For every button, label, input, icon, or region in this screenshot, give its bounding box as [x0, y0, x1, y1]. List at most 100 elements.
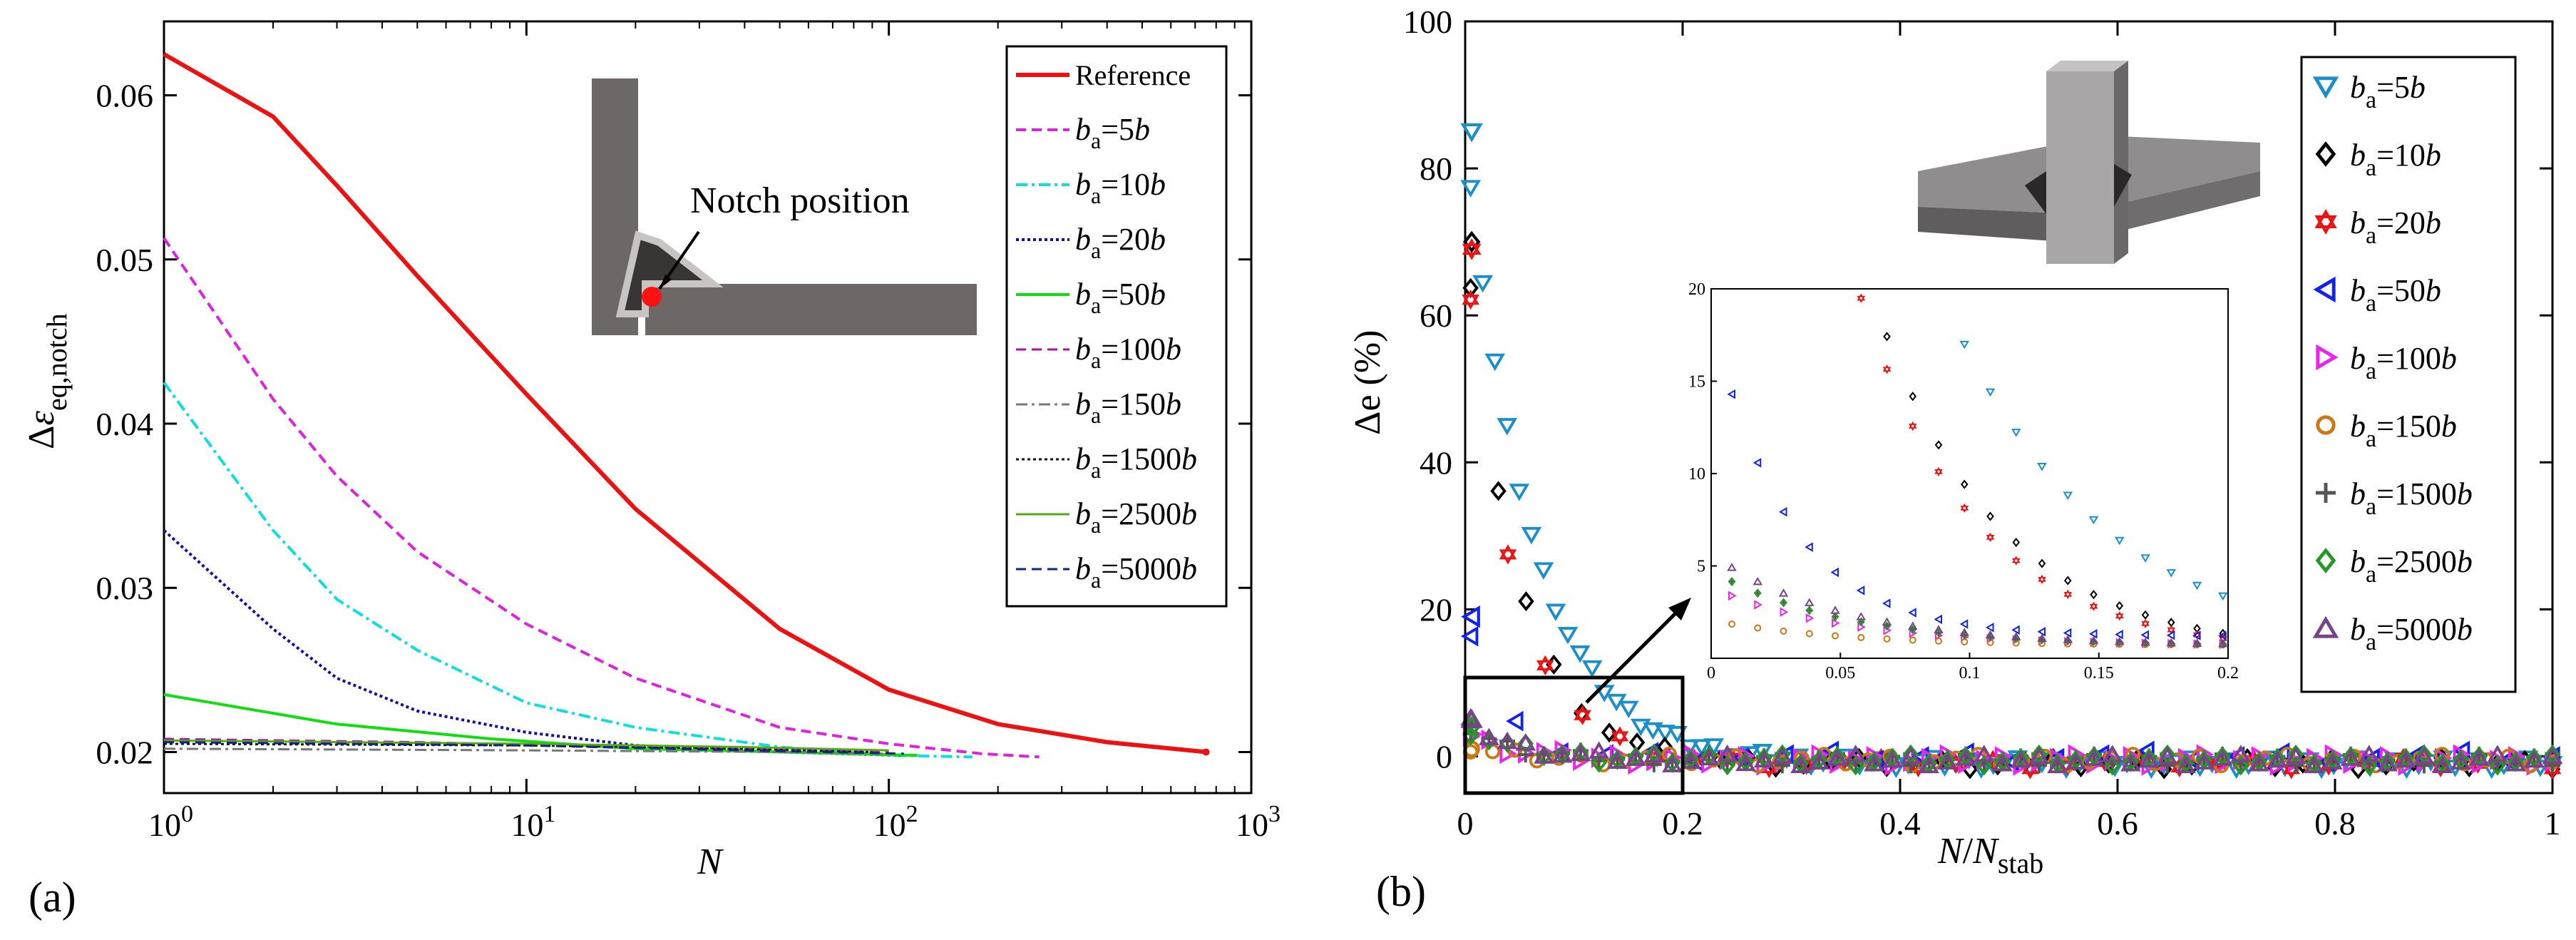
legend-b-label: ba=150b	[2350, 409, 2457, 452]
inset-frame	[1710, 288, 2229, 659]
point-ba-5000b	[1919, 755, 1939, 774]
legend-b-label: ba=5b	[2350, 70, 2426, 113]
point-ba-5000b	[2395, 750, 2416, 768]
reference-endpoint	[1202, 748, 1210, 756]
inset-ytick-label: 15	[1688, 373, 1705, 392]
panel-b-xtick-label: 0.6	[2097, 805, 2138, 842]
inset-point-ba-5000b	[2140, 637, 2150, 646]
point-ba-5000b	[1845, 745, 1867, 762]
inset-point-ba-10b	[2090, 589, 2098, 600]
point-ba-5b	[1642, 722, 1663, 740]
inset-ytick-label: 5	[1697, 558, 1705, 576]
inset-point-ba-2500b	[1857, 617, 1865, 627]
point-ba-5000b	[2322, 752, 2343, 770]
point-ba-5000b	[2413, 746, 2435, 765]
point-ba-5000b	[2267, 750, 2288, 768]
point-ba-2500b	[2489, 755, 2506, 776]
inset-point-ba-5000b	[1753, 576, 1762, 586]
inset-point-ba-5000b	[1934, 625, 1944, 633]
inset-point-ba-10b	[2141, 610, 2150, 620]
inset-xtick-label: 0	[1707, 664, 1715, 683]
specimen-weld-right	[2114, 164, 2132, 207]
inset-point-ba-150b	[1754, 624, 1762, 632]
panel-b-xtick-label: 0.2	[1662, 805, 1703, 842]
inset-point-ba-50b	[1753, 458, 1762, 468]
inset-point-ba-5b	[2088, 516, 2099, 525]
inset-point-ba-50b	[1908, 608, 1916, 618]
legend-a-label: ba=5b	[1075, 112, 1150, 153]
inset-xtick-label: 0.2	[2217, 664, 2239, 683]
panel-a-ytick-label: 0.06	[96, 78, 154, 114]
specimen-web-side	[2114, 61, 2128, 264]
panel-b-ytick-label: 100	[1403, 4, 1452, 40]
inset-point-ba-20b	[1934, 466, 1943, 476]
legend-b-marker	[2316, 344, 2339, 371]
inset-point-ba-10b	[2012, 537, 2021, 548]
panel-b-legend-box	[2300, 56, 2517, 693]
notch-arrowhead	[660, 275, 672, 289]
inset-point-ba-20b	[2012, 556, 2021, 566]
point-ba-5000b	[1698, 747, 1720, 766]
inset-point-ba-150b	[1728, 620, 1735, 628]
legend-a-label: ba=2500b	[1075, 496, 1197, 538]
point-ba-5b	[1581, 660, 1603, 678]
inset-point-ba-20b	[1960, 503, 1969, 514]
zoom-arrow	[1585, 608, 1680, 704]
specimen-web-front	[2046, 71, 2114, 264]
legend-b-label: ba=100b	[2350, 341, 2457, 384]
series-line-ba-150b	[163, 747, 889, 755]
point-ba-5000b	[2083, 748, 2105, 766]
point-ba-5000b	[2193, 752, 2215, 770]
point-ba-5000b	[2120, 754, 2141, 772]
panel-b-xtick-label: 1	[2545, 805, 2561, 842]
inset-point-ba-50b	[1856, 586, 1865, 596]
inset-ytick-label: 10	[1688, 465, 1705, 484]
point-ba-10b	[1628, 732, 1646, 753]
point-ba-5000b	[2065, 752, 2086, 770]
inset-point-ba-150b	[1832, 632, 1839, 640]
inset-point-ba-100b	[1805, 613, 1815, 623]
point-ba-50b	[1460, 625, 1479, 647]
specimen-web-top	[2046, 61, 2128, 71]
inset-point-ba-5b	[2037, 463, 2047, 471]
inset-point-ba-20b	[1909, 421, 1917, 431]
inset-point-ba-5b	[2140, 554, 2150, 563]
legend-b-label: ba=5000b	[2350, 612, 2473, 655]
inset-point-ba-20b	[1857, 293, 1865, 303]
legend-b-label: ba=1500b	[2350, 476, 2473, 520]
legend-b-marker	[2315, 141, 2336, 167]
point-ba-5000b	[1534, 746, 1554, 764]
point-ba-5000b	[1790, 755, 1811, 773]
point-ba-5000b	[2432, 755, 2453, 774]
inset-point-ba-2500b	[1934, 628, 1943, 638]
panel-b-ytick-label: 60	[1420, 297, 1452, 334]
point-ba-5000b	[1643, 745, 1665, 763]
point-ba-5000b	[2102, 745, 2123, 762]
point-ba-5000b	[1827, 748, 1848, 766]
inset-point-ba-50b	[2063, 628, 2072, 638]
point-ba-50b	[1506, 710, 1524, 732]
legend-b-marker	[2316, 483, 2336, 503]
legend-a-label: ba=1500b	[1075, 441, 1197, 483]
inset-point-ba-50b	[2166, 630, 2175, 640]
point-ba-20b	[1462, 290, 1479, 310]
inset-point-ba-2500b	[1753, 588, 1762, 598]
inset-point-ba-20b	[2038, 574, 2046, 584]
inset-point-ba-5000b	[1908, 621, 1918, 630]
inset-point-ba-5000b	[2063, 635, 2073, 643]
legend-a-label: ba=150b	[1075, 387, 1181, 428]
point-ba-5b	[1655, 725, 1676, 742]
point-ba-5000b	[1882, 750, 1903, 768]
inset-point-ba-2500b	[1831, 612, 1839, 622]
point-ba-5b	[1521, 526, 1542, 545]
horizontal-plate	[645, 284, 977, 335]
inset-point-ba-10b	[2063, 576, 2072, 586]
point-ba-5000b	[1735, 753, 1756, 772]
inset-point-ba-5b	[2192, 581, 2202, 591]
inset-point-ba-50b	[1727, 389, 1735, 399]
point-ba-2500b	[2232, 755, 2249, 776]
point-ba-5000b	[1808, 752, 1830, 770]
series-line-reference	[163, 52, 1206, 755]
point-ba-5000b	[1900, 746, 1921, 765]
